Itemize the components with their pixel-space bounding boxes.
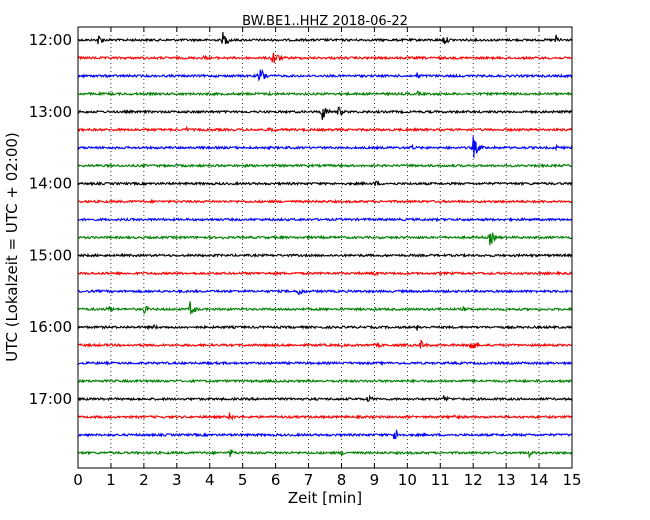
x-tick-label: 3 bbox=[172, 471, 182, 489]
seismic-trace bbox=[77, 339, 573, 349]
seismic-trace bbox=[77, 136, 573, 158]
x-tick-label: 12 bbox=[464, 471, 483, 489]
seismic-trace bbox=[77, 180, 573, 187]
x-tick-label: 7 bbox=[304, 471, 314, 489]
x-tick-label: 6 bbox=[271, 471, 281, 489]
y-tick-label: 12:00 bbox=[29, 31, 72, 49]
seismic-trace bbox=[77, 52, 573, 64]
x-tick-label: 10 bbox=[398, 471, 417, 489]
x-tick-label: 13 bbox=[497, 471, 516, 489]
y-tick-label: 13:00 bbox=[29, 103, 72, 121]
seismic-trace bbox=[77, 216, 573, 223]
x-axis-label: Zeit [min] bbox=[288, 489, 362, 507]
seismic-trace bbox=[77, 31, 573, 45]
x-tick-label: 0 bbox=[73, 471, 83, 489]
x-tick-label: 4 bbox=[205, 471, 215, 489]
y-tick-label: 16:00 bbox=[29, 318, 72, 336]
seismic-trace bbox=[77, 428, 573, 440]
traces bbox=[77, 31, 573, 459]
chart-title: BW.BE1..HHZ 2018-06-22 bbox=[242, 14, 408, 29]
seismic-trace bbox=[77, 68, 573, 82]
seismic-trace bbox=[77, 449, 572, 459]
y-tick-label: 15:00 bbox=[29, 246, 72, 264]
plot-frame bbox=[77, 26, 573, 469]
y-axis-label: UTC (Lokalzeit = UTC + 02:00) bbox=[3, 132, 21, 362]
seismic-trace bbox=[77, 198, 573, 205]
y-tick-label: 14:00 bbox=[29, 175, 72, 193]
seismic-trace bbox=[77, 162, 573, 169]
seismic-trace bbox=[77, 89, 573, 97]
seismic-trace bbox=[77, 232, 573, 246]
seismic-trace bbox=[77, 106, 573, 120]
y-tick-label: 17:00 bbox=[29, 390, 72, 408]
x-tick-label: 9 bbox=[370, 471, 380, 489]
grid bbox=[110, 27, 540, 468]
seismic-trace bbox=[77, 288, 573, 296]
seismic-trace bbox=[77, 394, 573, 402]
x-tick-label: 15 bbox=[562, 471, 581, 489]
seismic-trace bbox=[77, 378, 573, 384]
axis-ticks: 0 1 2 3 4 5 6 7 8 9 10 11 12 13 14 1512:0013:0014:0015:… bbox=[29, 27, 582, 489]
x-tick-label: 5 bbox=[238, 471, 248, 489]
seismic-trace bbox=[77, 125, 573, 133]
seismic-trace bbox=[77, 323, 572, 331]
seismic-trace bbox=[77, 360, 572, 367]
x-tick-label: 2 bbox=[139, 471, 149, 489]
seismic-trace bbox=[77, 412, 573, 421]
x-tick-label: 1 bbox=[106, 471, 116, 489]
seismic-trace bbox=[77, 270, 573, 277]
x-tick-label: 14 bbox=[530, 471, 549, 489]
seismic-trace bbox=[77, 252, 573, 258]
seismic-trace bbox=[77, 301, 573, 316]
x-tick-label: 11 bbox=[431, 471, 450, 489]
x-tick-label: 8 bbox=[337, 471, 347, 489]
